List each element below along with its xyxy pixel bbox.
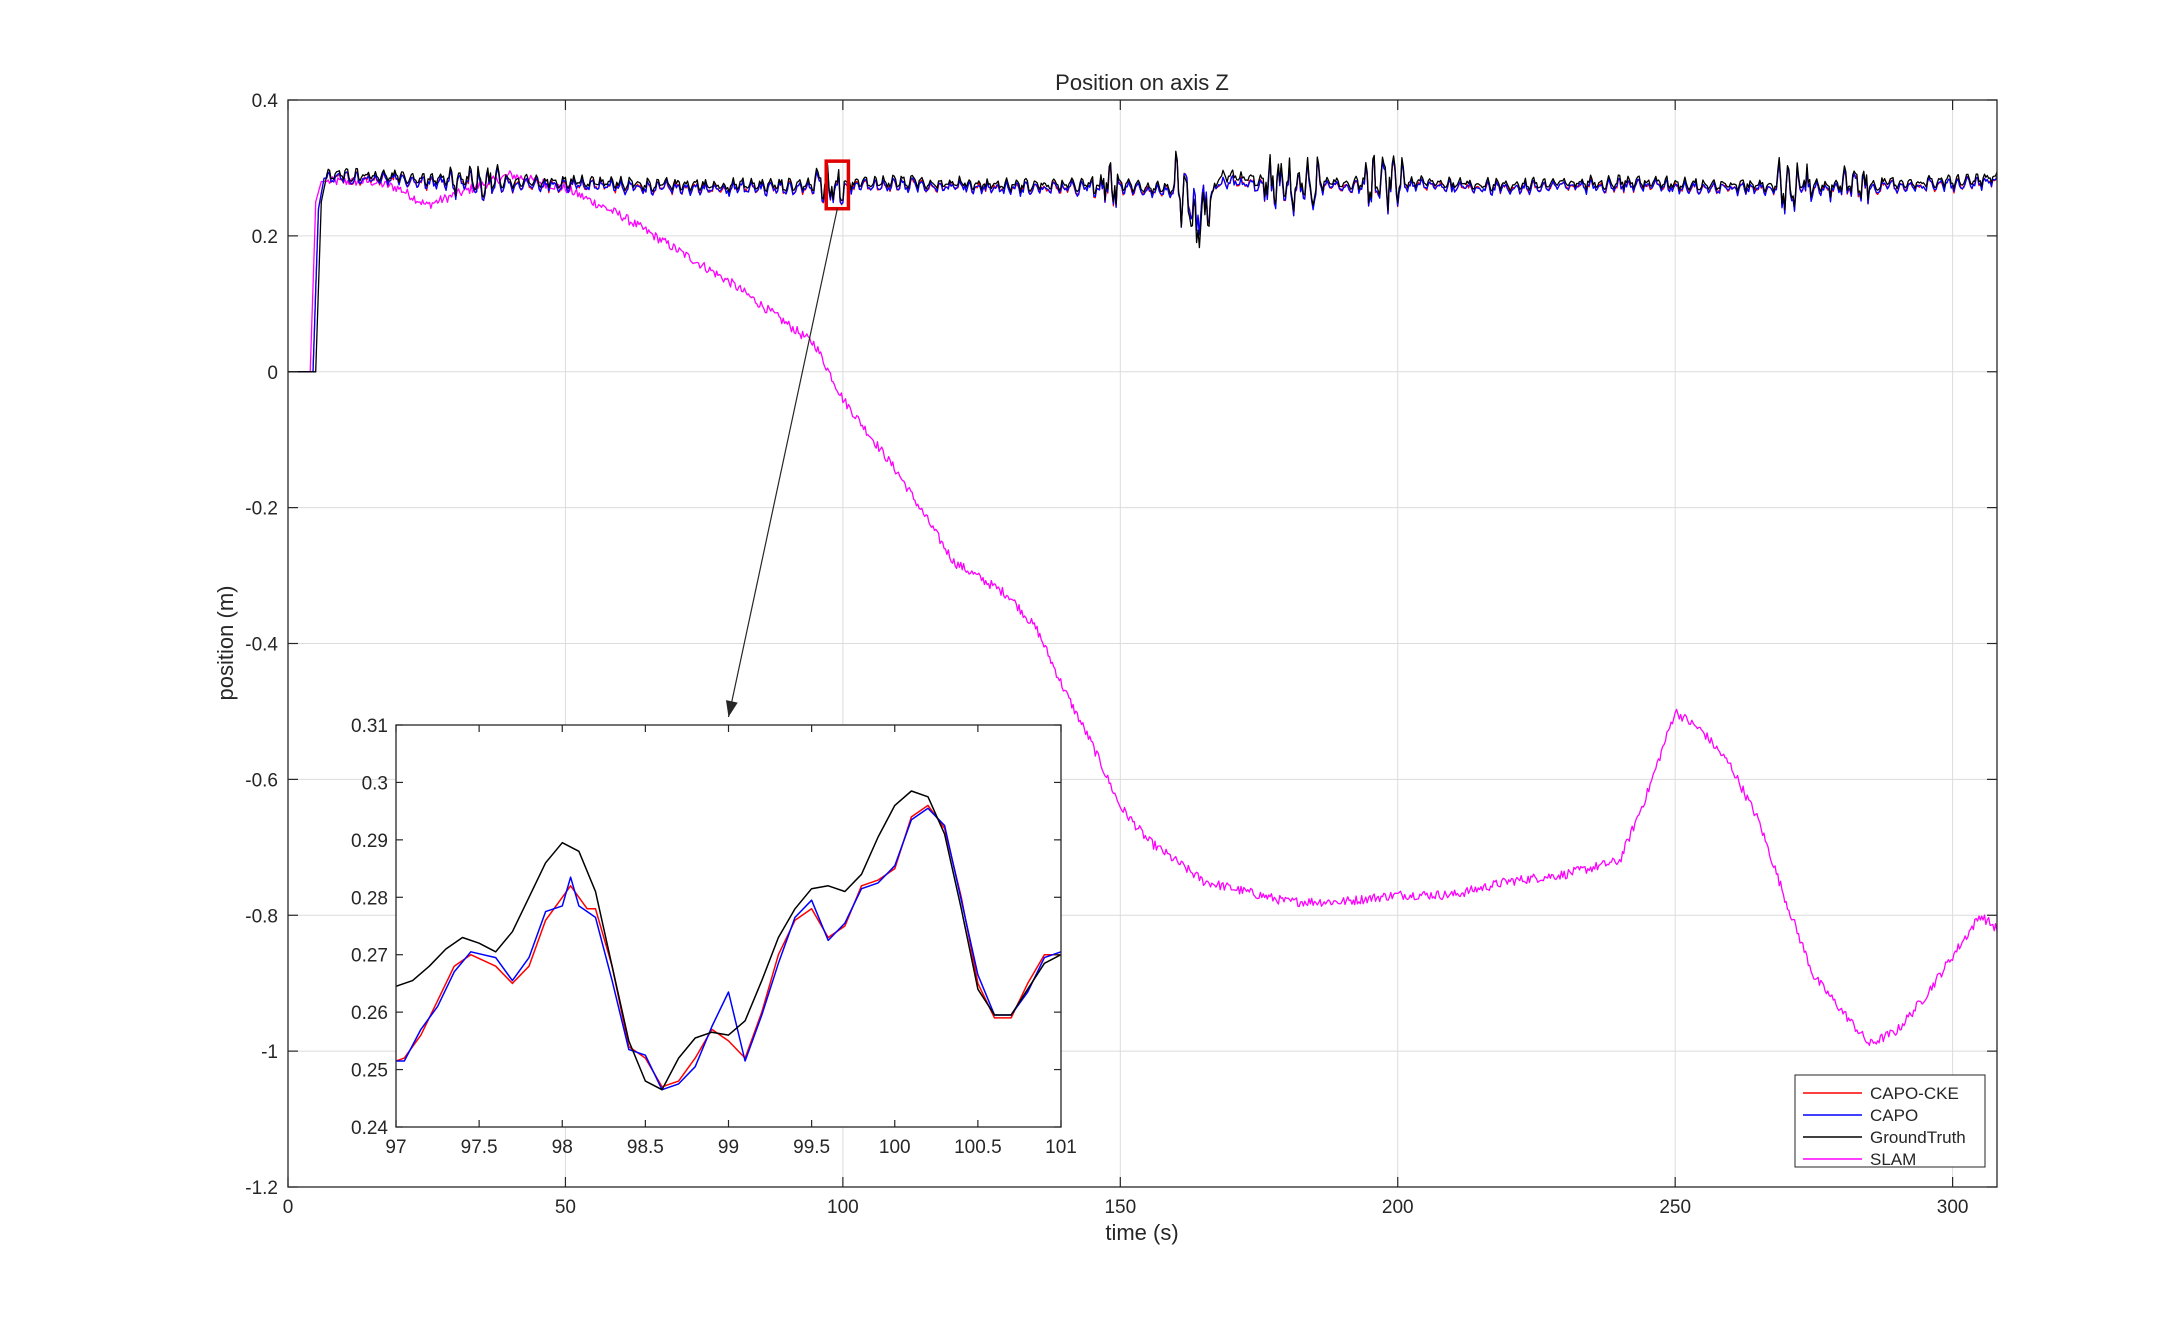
inset-x-tick-label: 100.5 [954, 1137, 1002, 1158]
inset-ticks: 97 97.5 98 98.5 99 99.5 100 100.5 101 0.31 0.3 0.29… [351, 716, 1077, 1158]
inset-y-tick-label: 0.27 [351, 946, 388, 967]
inset-x-tick-label: 98 [552, 1137, 573, 1158]
legend-entries: CAPO-CKE CAPO GroundTruth SLAM [1803, 1084, 1966, 1169]
x-tick-label: 50 [555, 1197, 576, 1218]
zoom-arrowhead [725, 700, 738, 717]
inset-x-tick-label: 100 [879, 1137, 911, 1158]
x-tick-label: 100 [827, 1197, 859, 1218]
x-tick-label: 150 [1104, 1197, 1136, 1218]
main-series [288, 150, 1997, 1046]
y-tick-label: -0.8 [245, 906, 278, 927]
inset-series-line-groundtruth [396, 790, 1061, 1091]
inset-axes: 97 97.5 98 98.5 99 99.5 100 100.5 101 0.31 0.3 0.29… [351, 716, 1077, 1158]
main-ticks: 0 50 100 150 200 250 300 0.4 0.2 0 -0.2 -0.4 -0.6 -0.… [245, 91, 1997, 1218]
legend-box [1794, 1074, 1986, 1168]
zoom-arrow [727, 208, 838, 718]
y-tick-label: -0.4 [245, 635, 278, 656]
x-tick-label: 0 [283, 1197, 294, 1218]
x-tick-label: 200 [1382, 1197, 1414, 1218]
inset-x-tick-label: 99.5 [793, 1137, 830, 1158]
y-axis-label: position (m) [213, 586, 238, 701]
y-tick-label: 0.2 [252, 227, 278, 248]
inset-plot-area [396, 725, 1061, 1127]
x-tick-label: 300 [1937, 1197, 1969, 1218]
y-tick-label: 0 [267, 363, 278, 384]
inset-y-tick-label: 0.26 [351, 1003, 388, 1024]
series-line-groundtruth [288, 150, 1997, 373]
x-axis-label: time (s) [1105, 1220, 1178, 1245]
inset-series [396, 790, 1061, 1091]
inset-y-tick-label: 0.3 [362, 773, 388, 794]
chart-title: Position on axis Z [1055, 70, 1229, 95]
legend-label-slam: SLAM [1870, 1150, 1916, 1169]
y-tick-label: -0.2 [245, 499, 278, 520]
y-tick-label: -1.2 [245, 1178, 278, 1199]
inset-x-tick-label: 97 [385, 1137, 406, 1158]
inset-x-tick-label: 99 [718, 1137, 739, 1158]
y-tick-label: 0.4 [252, 91, 279, 112]
inset-x-tick-label: 98.5 [627, 1137, 664, 1158]
series-line-slam [288, 170, 1997, 1046]
inset-y-tick-label: 0.29 [351, 831, 388, 852]
inset-y-tick-label: 0.28 [351, 888, 388, 909]
legend-label-capo-cke: CAPO-CKE [1870, 1084, 1959, 1103]
y-tick-label: -1 [261, 1042, 278, 1063]
y-tick-label: -0.6 [245, 770, 278, 791]
series-line-capo [288, 153, 1997, 373]
zoom-indicator [725, 159, 851, 718]
x-tick-label: 250 [1659, 1197, 1691, 1218]
legend[interactable]: CAPO-CKE CAPO GroundTruth SLAM [1794, 1074, 1986, 1169]
inset-y-tick-label: 0.31 [351, 716, 388, 737]
inset-series-line-capo [396, 807, 1061, 1091]
legend-label-groundtruth: GroundTruth [1870, 1128, 1966, 1147]
legend-label-capo: CAPO [1870, 1106, 1918, 1125]
inset-x-tick-label: 97.5 [461, 1137, 498, 1158]
inset-y-tick-label: 0.25 [351, 1061, 388, 1082]
inset-x-tick-label: 101 [1045, 1137, 1077, 1158]
inset-y-tick-label: 0.24 [351, 1118, 388, 1139]
